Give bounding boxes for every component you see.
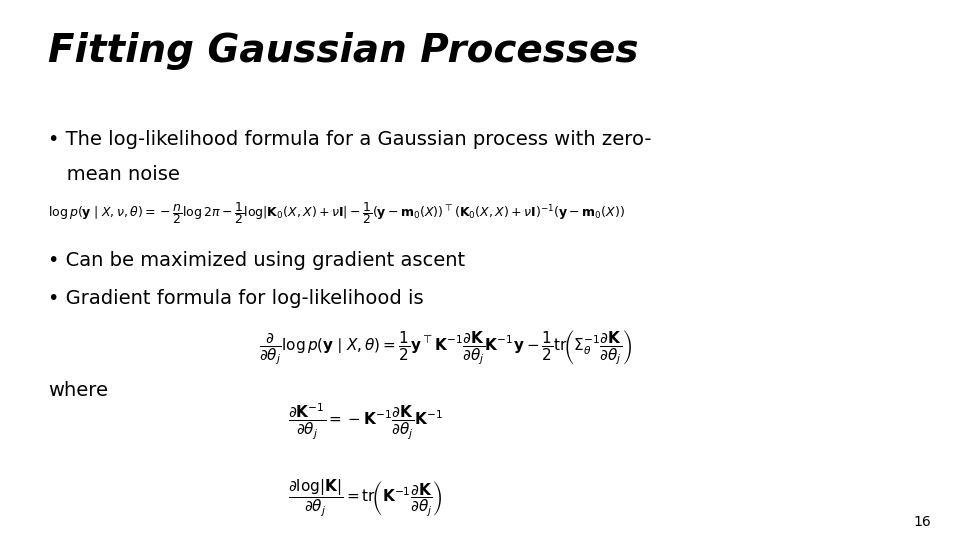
Text: • Gradient formula for log-likelihood is: • Gradient formula for log-likelihood is xyxy=(48,289,423,308)
Text: $\dfrac{\partial \mathbf{K}^{-1}}{\partial \theta_j} = -\mathbf{K}^{-1}\dfrac{\p: $\dfrac{\partial \mathbf{K}^{-1}}{\parti… xyxy=(288,402,443,442)
Text: $\dfrac{\partial \log|\mathbf{K}|}{\partial \theta_j} = \mathrm{tr}\!\left(\math: $\dfrac{\partial \log|\mathbf{K}|}{\part… xyxy=(288,478,443,519)
Text: mean noise: mean noise xyxy=(48,165,180,184)
Text: $\log p(\mathbf{y} \mid X, \nu, \theta) = -\dfrac{n}{2}\log 2\pi - \dfrac{1}{2}\: $\log p(\mathbf{y} \mid X, \nu, \theta) … xyxy=(48,200,625,226)
Text: • The log-likelihood formula for a Gaussian process with zero-: • The log-likelihood formula for a Gauss… xyxy=(48,130,652,148)
Text: 16: 16 xyxy=(914,515,931,529)
Text: where: where xyxy=(48,381,108,400)
Text: • Can be maximized using gradient ascent: • Can be maximized using gradient ascent xyxy=(48,251,466,270)
Text: $\dfrac{\partial}{\partial \theta_j}\log p(\mathbf{y} \mid X,\theta) = \dfrac{1}: $\dfrac{\partial}{\partial \theta_j}\log… xyxy=(259,328,633,367)
Text: Fitting Gaussian Processes: Fitting Gaussian Processes xyxy=(48,32,638,70)
